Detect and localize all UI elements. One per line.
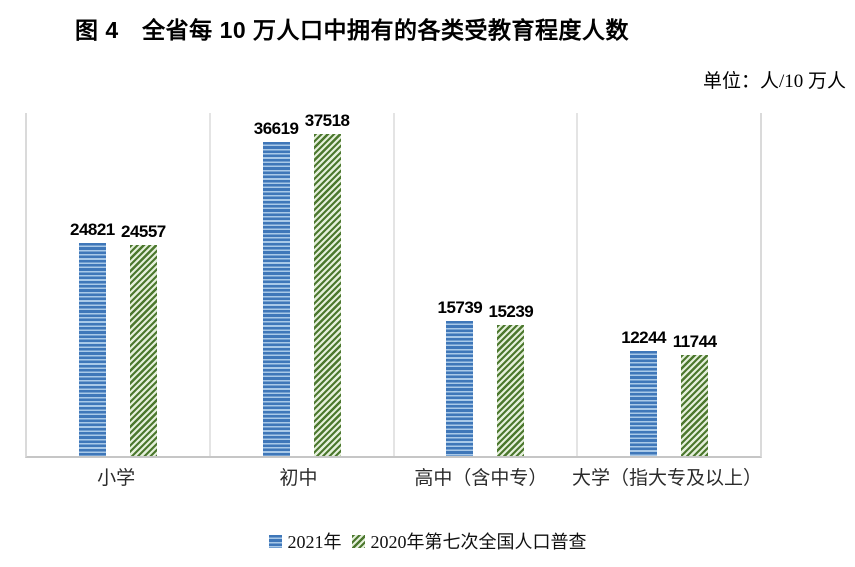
category-section: 12244 11744 [578, 113, 760, 456]
bar-group: 24821 24557 [27, 113, 209, 456]
category-label: 高中（含中专） [414, 468, 548, 489]
category-section: 15739 15239 [395, 113, 579, 456]
bar-2021: 15739 [437, 298, 483, 456]
legend-item-label: 2020年第七次全国人口普查 [370, 532, 587, 552]
bar-2020-census: 37518 [305, 111, 350, 456]
chart-title: 图 4 全省每 10 万人口中拥有的各类受教育程度人数 [75, 17, 630, 43]
bar-value-label: 11744 [672, 332, 717, 352]
bar-group: 12244 11744 [578, 113, 760, 456]
bar-value-label: 37518 [304, 111, 350, 131]
legend-item: 2020年第七次全国人口普查 [351, 528, 587, 554]
chart-legend: 2021年 2020年第七次全国人口普查 [0, 528, 855, 554]
bar-2021: 12244 [621, 328, 667, 456]
bar-2021: 24821 [70, 220, 115, 456]
bar-value-label: 12244 [621, 328, 667, 348]
unit-label: 单位：人/10 万人 [702, 71, 846, 92]
category-label: 大学（指大专及以上） [571, 468, 762, 489]
category-section: 24821 24557 [27, 113, 211, 456]
green-diagonal-stripes-swatch [351, 534, 365, 548]
legend-item-label: 2021年 [287, 532, 342, 552]
bar-value-label: 15739 [437, 298, 483, 318]
legend-item: 2021年 [268, 528, 342, 554]
bar-2020-census: 11744 [673, 332, 717, 456]
bar-2020-census: 15239 [488, 302, 534, 456]
bar-group: 36619 37518 [211, 111, 393, 456]
category-label: 初中 [279, 468, 318, 489]
bar-2020-census: 24557 [121, 222, 166, 456]
bar-value-label: 24821 [69, 220, 115, 240]
plot-area: 24821 24557 36619 37518 15739 15239 12244 11744 [25, 111, 762, 458]
bar-value-label: 15239 [488, 302, 534, 322]
bar-group: 15739 15239 [395, 113, 577, 456]
category-axis: 小学 初中 高中（含中专） 大学（指大专及以上） [25, 463, 762, 490]
category-label: 小学 [97, 468, 136, 489]
bar-value-label: 36619 [253, 119, 299, 138]
blue-horizontal-stripes-swatch [268, 534, 282, 548]
bar-2021: 36619 [254, 119, 299, 456]
category-section: 36619 37518 [211, 111, 395, 456]
bar-value-label: 24557 [120, 222, 166, 242]
